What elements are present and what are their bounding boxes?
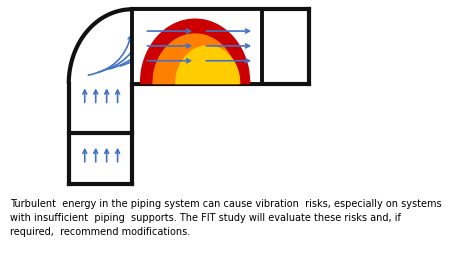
Polygon shape (153, 34, 237, 83)
Text: required,  recommend modifications.: required, recommend modifications. (10, 227, 190, 237)
Polygon shape (176, 46, 240, 83)
Polygon shape (69, 9, 132, 83)
Polygon shape (69, 9, 309, 83)
Text: with insufficient  piping  supports. The FIT study will evaluate these risks and: with insufficient piping supports. The F… (10, 213, 401, 223)
Polygon shape (69, 83, 132, 184)
Text: Turbulent  energy in the piping system can cause vibration  risks, especially on: Turbulent energy in the piping system ca… (10, 199, 441, 209)
Polygon shape (140, 19, 250, 83)
Bar (132, 9, 263, 83)
